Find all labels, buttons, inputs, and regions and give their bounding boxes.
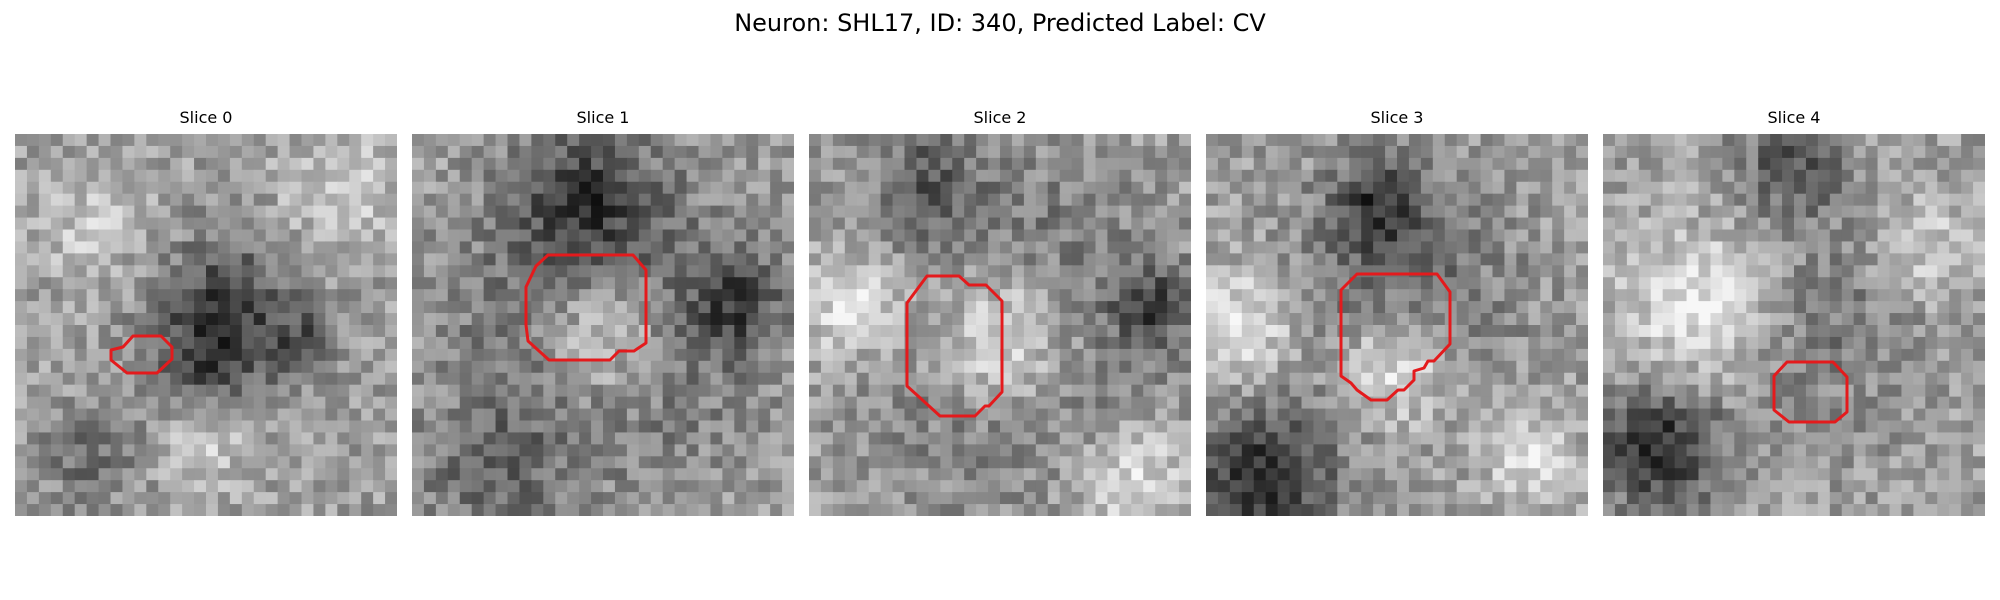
- slice-image: [412, 134, 794, 516]
- figure-title: Neuron: SHL17, ID: 340, Predicted Label:…: [734, 9, 1266, 37]
- slice-image: [15, 134, 397, 516]
- vesicle-contour: [1339, 272, 1452, 402]
- vesicle-contour: [109, 334, 174, 375]
- slice-panel-2: Slice 2: [809, 108, 1191, 516]
- pixel-grid: [809, 134, 1191, 516]
- vesicle-contour: [1772, 360, 1849, 424]
- slice-title: Slice 1: [576, 108, 630, 127]
- slice-title: Slice 4: [1767, 108, 1821, 127]
- slice-title: Slice 3: [1370, 108, 1424, 127]
- pixel-grid: [1603, 134, 1985, 516]
- slice-panel-4: Slice 4: [1603, 108, 1985, 516]
- slice-title: Slice 0: [179, 108, 233, 127]
- slice-image: [809, 134, 1191, 516]
- vesicle-contour: [905, 274, 1004, 418]
- slice-title: Slice 2: [973, 108, 1027, 127]
- slice-image: [1603, 134, 1985, 516]
- pixel-grid: [15, 134, 397, 516]
- pixel-grid: [412, 134, 794, 516]
- slice-panel-3: Slice 3: [1206, 108, 1588, 516]
- pixel-grid: [1206, 134, 1588, 516]
- slice-image: [1206, 134, 1588, 516]
- slice-panel-0: Slice 0: [15, 108, 397, 516]
- vesicle-contour: [524, 253, 648, 362]
- slice-panel-1: Slice 1: [412, 108, 794, 516]
